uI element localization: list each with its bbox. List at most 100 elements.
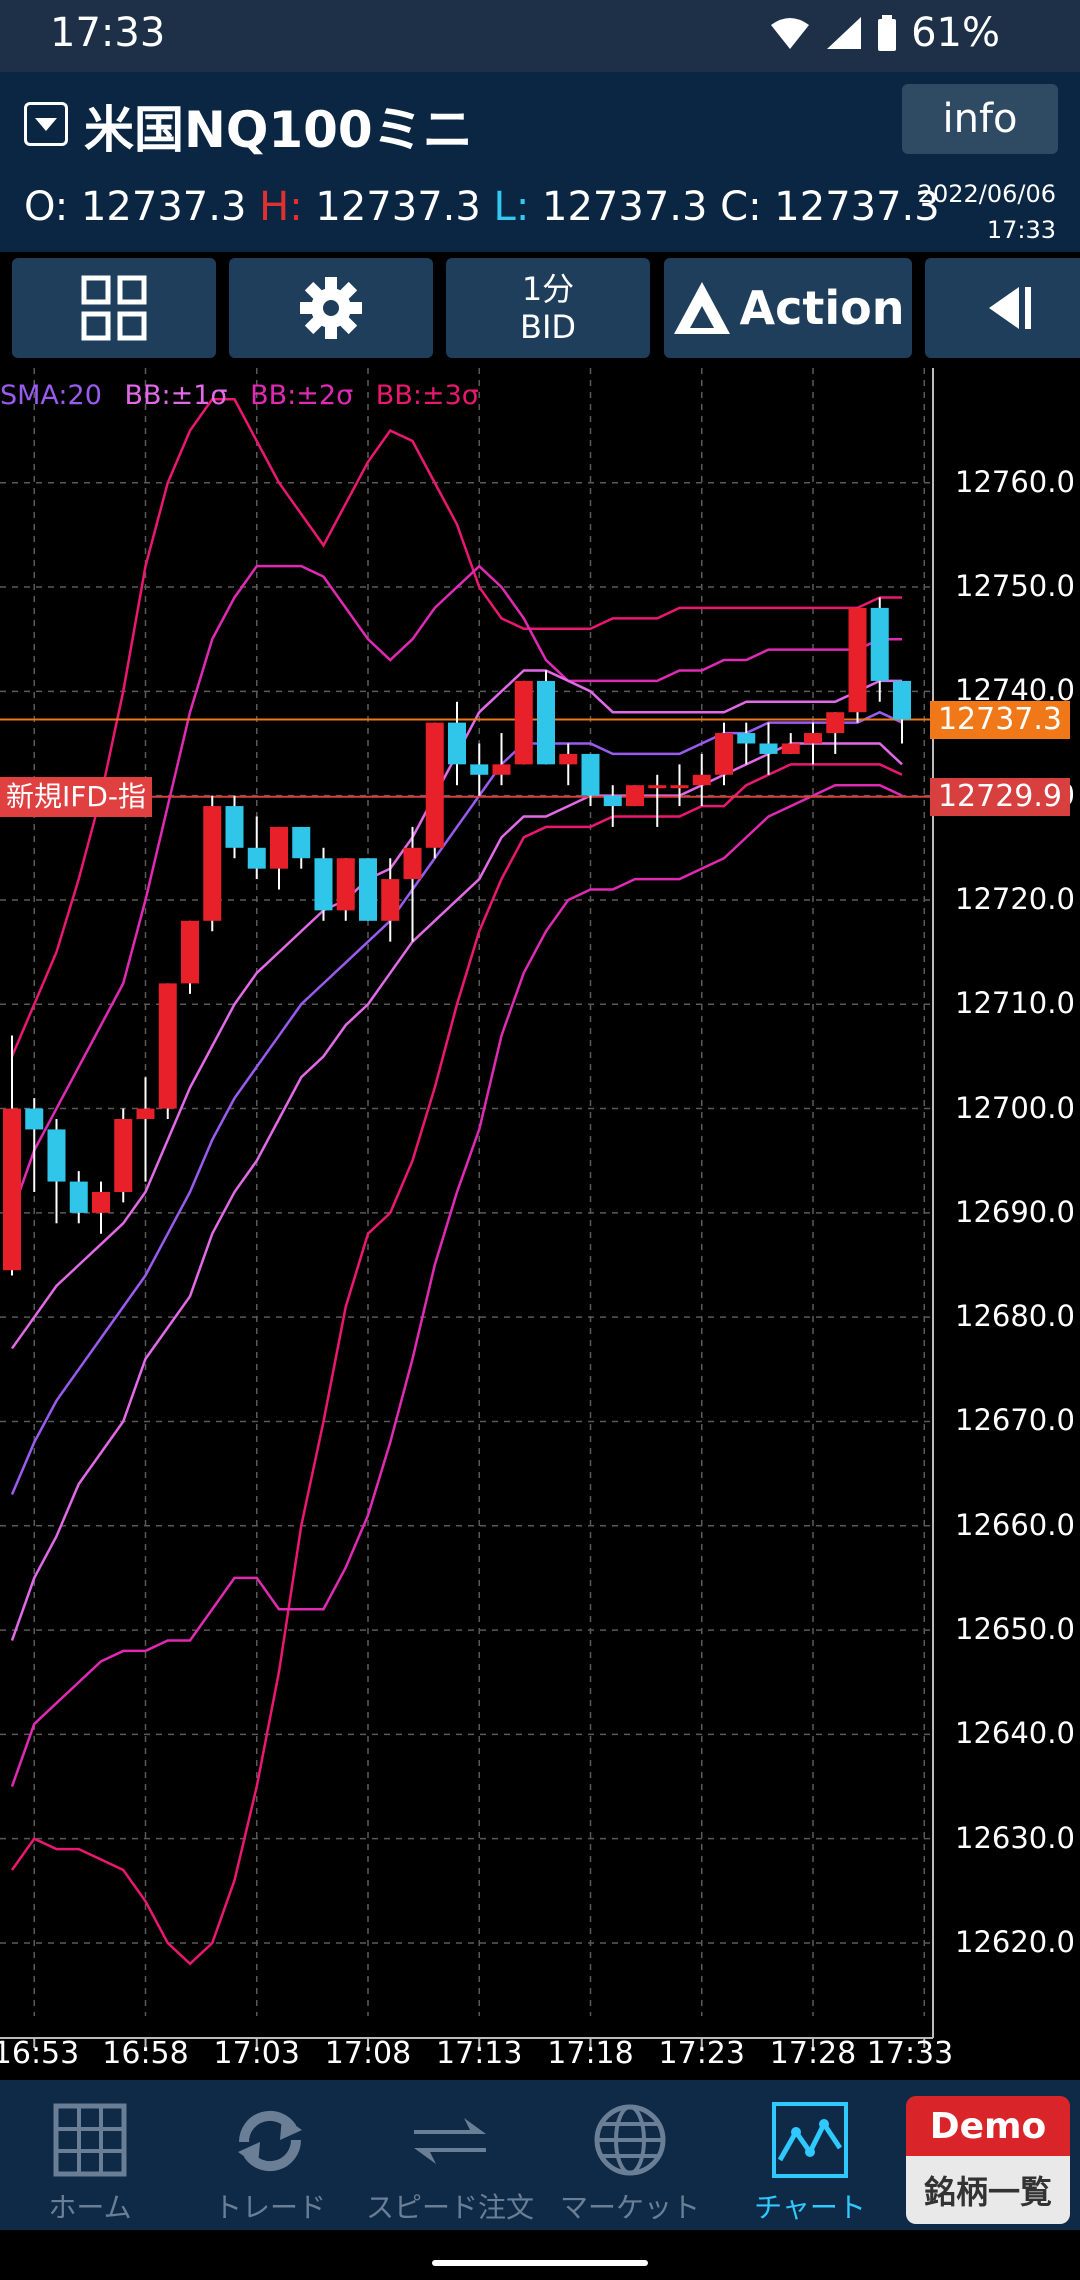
high-label: H: [259, 184, 303, 230]
candle-down [870, 607, 889, 681]
candle-up [670, 785, 689, 789]
status-indicators: 61% [769, 10, 1000, 56]
symbol-dropdown-icon[interactable] [24, 102, 68, 146]
chart-icon [772, 2102, 848, 2178]
nav-speed-order[interactable]: スピード注文 [360, 2080, 540, 2230]
symbol-name[interactable]: 米国NQ100ミニ [84, 101, 473, 159]
bb-plus3-line [10, 398, 902, 1057]
candle-down [470, 764, 489, 775]
indicator-legend: SMA:20 BB:±1σ BB:±2σ BB:±3σ [0, 380, 493, 411]
y-axis-label: 12630.0 [955, 1820, 1075, 1855]
candle-up [781, 743, 800, 754]
candle-down [314, 858, 333, 911]
y-axis-label: 12750.0 [955, 569, 1075, 604]
candle-up [381, 879, 400, 921]
candle-up [715, 733, 733, 775]
speed-order-icon [414, 2118, 486, 2164]
y-axis-label: 12620.0 [955, 1924, 1075, 1959]
candle-down [448, 722, 466, 765]
open-label: O: [24, 184, 69, 230]
candle-up [492, 764, 511, 775]
candle-up [3, 1108, 21, 1271]
quote-datetime: 2022/06/06 17:33 [918, 176, 1056, 248]
candle-down [893, 680, 911, 720]
candle-up [92, 1192, 110, 1213]
candle-up [559, 753, 578, 765]
candle-down [359, 858, 377, 921]
y-axis-label: 12720.0 [955, 881, 1075, 916]
status-bar: 17:33 61% [0, 0, 1080, 72]
candle-up [826, 712, 845, 734]
layout-button[interactable] [12, 258, 216, 358]
candle-up [403, 847, 422, 880]
gear-icon [300, 277, 362, 339]
timeframe-button[interactable]: 1分 BID [446, 258, 650, 358]
candle-up [692, 774, 711, 786]
nav-trade[interactable]: トレード [180, 2080, 360, 2230]
sma-line [10, 710, 903, 1495]
demo-symbol-list-button[interactable]: Demo 銘柄一覧 [906, 2096, 1070, 2224]
x-axis-label: 17:33 [866, 2036, 954, 2071]
grid-icon [81, 275, 147, 341]
legend-bb2: BB:±2σ [250, 380, 354, 411]
x-axis-label: 17:13 [436, 2036, 523, 2071]
chart-toolbar: 1分 BID Action [0, 252, 1080, 368]
price-side-label: BID [519, 308, 577, 346]
x-axis-label: 17:23 [658, 2036, 745, 2071]
y-axis-label: 12760.0 [955, 464, 1075, 499]
settings-button[interactable] [229, 258, 433, 358]
nav-chart[interactable]: チャート [720, 2080, 900, 2230]
candle-up [804, 733, 822, 744]
triangle-left-bar-icon [989, 287, 1031, 329]
wifi-icon [771, 18, 810, 49]
y-axis-label: 12650.0 [955, 1612, 1075, 1647]
candle-up [114, 1118, 133, 1192]
action-label: Action [739, 281, 905, 335]
legend-bb1: BB:±1σ [124, 380, 228, 411]
collapse-toolbar-button[interactable] [925, 258, 1080, 358]
candle-up [425, 722, 444, 848]
current-price-tag: 12737.3 [929, 700, 1070, 739]
home-grid-icon [53, 2103, 127, 2177]
candle-up [203, 806, 222, 921]
candle-up [648, 785, 667, 789]
globe-icon [594, 2104, 666, 2176]
candle-down [25, 1108, 44, 1130]
close-value: 12737.3 [774, 184, 940, 230]
y-axis-label: 12680.0 [955, 1299, 1075, 1334]
battery-percent: 61% [911, 10, 1000, 56]
action-button[interactable]: Action [664, 258, 912, 358]
close-label: C: [720, 184, 762, 230]
nav-market[interactable]: マーケット [540, 2080, 720, 2230]
candle-up [270, 826, 288, 869]
low-value: 12737.3 [542, 184, 708, 230]
order-label-tag[interactable]: 新規IFD-指 [0, 776, 153, 817]
battery-icon [878, 15, 897, 51]
chart-area[interactable]: SMA:20 BB:±1σ BB:±2σ BB:±3σ 12760.0 12750… [0, 368, 1080, 2080]
x-axis-label: 17:03 [213, 2036, 300, 2071]
candle-down [69, 1181, 88, 1213]
legend-bb3: BB:±3σ [375, 380, 479, 411]
bb-plus2-line [10, 564, 902, 1214]
timeframe-label: 1分 [521, 270, 575, 308]
nav-home[interactable]: ホーム [0, 2080, 180, 2230]
quote-time: 17:33 [986, 216, 1056, 244]
legend-sma: SMA:20 [0, 380, 102, 411]
nav-home-label: ホーム [48, 2191, 132, 2224]
home-indicator[interactable] [432, 2260, 648, 2266]
candle-down [292, 826, 311, 859]
y-axis-label: 12690.0 [955, 1194, 1075, 1229]
quote-date: 2022/06/06 [917, 180, 1056, 208]
info-button[interactable]: info [902, 84, 1058, 154]
candle-up [158, 983, 177, 1109]
high-value: 12737.3 [315, 184, 481, 230]
ohlc-readout: O: 12737.3 H: 12737.3 L: 12737.3 C: 1273… [24, 184, 940, 230]
status-time: 17:33 [50, 10, 166, 56]
candle-down [247, 847, 266, 869]
nav-speed-order-label: スピード注文 [365, 2191, 534, 2224]
candle-up [336, 858, 355, 911]
candlestick-chart[interactable] [0, 368, 1080, 2080]
candle-down [47, 1129, 66, 1182]
bb-minus1-line [10, 742, 903, 1641]
candle-up [626, 785, 644, 807]
